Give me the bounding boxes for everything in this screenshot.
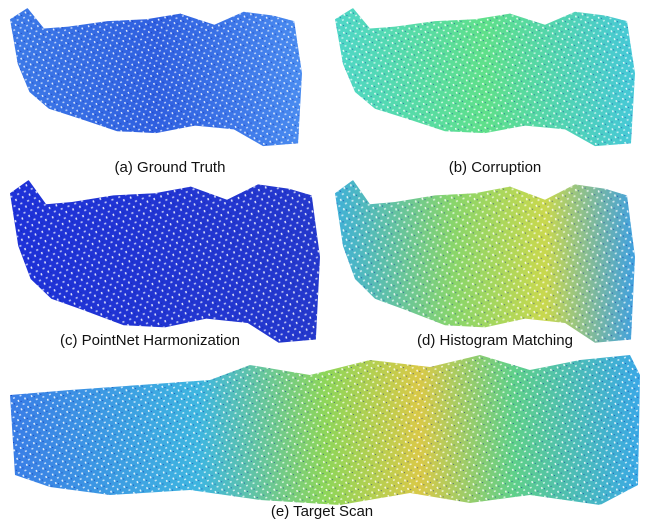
caption: (d) Histogram Matching (417, 332, 573, 349)
panel-e: (e) Target Scan (10, 355, 640, 520)
panel-b: (b) Corruption (335, 8, 635, 176)
panel-d: (d) Histogram Matching (335, 180, 635, 349)
caption: (b) Corruption (449, 159, 542, 176)
panel-a: (a) Ground Truth (10, 8, 302, 176)
panel-c: (c) PointNet Harmonization (10, 180, 320, 349)
caption: (a) Ground Truth (115, 159, 226, 176)
caption: (c) PointNet Harmonization (60, 332, 240, 349)
caption: (e) Target Scan (271, 503, 373, 520)
